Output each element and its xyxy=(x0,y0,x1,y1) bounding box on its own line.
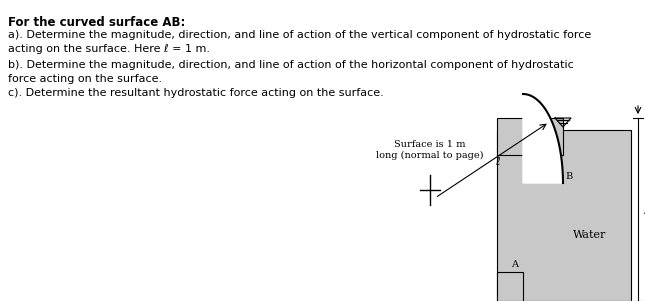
Text: a). Determine the magnitude, direction, and line of action of the vertical compo: a). Determine the magnitude, direction, … xyxy=(8,30,591,40)
Text: force acting on the surface.: force acting on the surface. xyxy=(8,74,162,84)
Text: $\ell$: $\ell$ xyxy=(643,203,645,216)
Text: acting on the surface. Here ℓ = 1 m.: acting on the surface. Here ℓ = 1 m. xyxy=(8,44,210,54)
Bar xyxy=(497,130,631,301)
Bar xyxy=(497,118,563,155)
Text: c). Determine the resultant hydrostatic force acting on the surface.: c). Determine the resultant hydrostatic … xyxy=(8,88,384,98)
Text: $\ell$: $\ell$ xyxy=(495,155,501,167)
Polygon shape xyxy=(523,94,563,183)
Text: B: B xyxy=(565,172,572,181)
Text: b). Determine the magnitude, direction, and line of action of the horizontal com: b). Determine the magnitude, direction, … xyxy=(8,60,574,70)
Text: Water: Water xyxy=(573,230,607,240)
Text: A: A xyxy=(511,260,518,269)
Bar xyxy=(497,272,523,301)
Text: Surface is 1 m
long (normal to page): Surface is 1 m long (normal to page) xyxy=(376,140,484,160)
Text: For the curved surface AB:: For the curved surface AB: xyxy=(8,16,185,29)
